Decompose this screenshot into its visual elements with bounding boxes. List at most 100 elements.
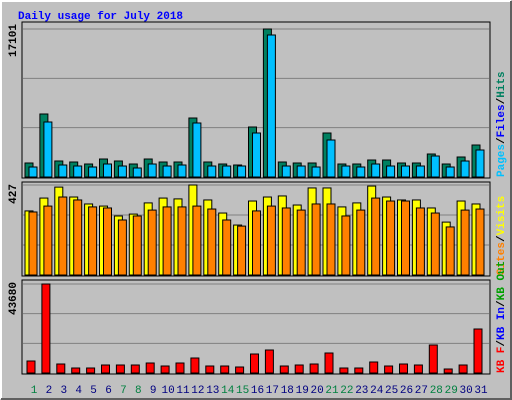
bar <box>430 212 440 276</box>
bar <box>86 367 96 374</box>
bar <box>237 225 247 276</box>
bar <box>103 207 112 276</box>
bar <box>324 352 334 374</box>
bar <box>207 208 217 276</box>
bar <box>430 155 440 178</box>
bar <box>369 361 379 374</box>
y-tick-label: 427 <box>8 184 20 204</box>
bar <box>115 364 125 374</box>
bar <box>311 203 321 276</box>
bar <box>43 205 53 276</box>
bar <box>28 211 38 276</box>
bar <box>145 362 155 374</box>
bar <box>401 200 410 276</box>
bar <box>371 197 381 276</box>
bar <box>41 283 51 374</box>
bar <box>460 209 470 276</box>
bar <box>101 364 110 374</box>
bar <box>103 163 112 178</box>
bar <box>356 166 366 178</box>
bar <box>475 208 485 276</box>
bar <box>475 149 485 178</box>
x-tick-label: 10 <box>161 385 174 397</box>
bar <box>428 344 438 374</box>
legend-entry: KB Out <box>496 261 508 301</box>
x-tick-label: 16 <box>251 385 264 397</box>
bar <box>294 364 304 374</box>
legend: KB F/KB In/KB Out <box>496 261 508 373</box>
x-tick-label: 14 <box>221 385 235 397</box>
bar <box>130 364 140 374</box>
bar <box>415 165 425 178</box>
bar <box>117 165 127 178</box>
bar <box>88 166 98 178</box>
bar <box>279 365 289 374</box>
bar <box>160 365 170 374</box>
bar <box>222 219 232 276</box>
legend-entry: Visits <box>496 196 508 236</box>
bar <box>401 165 410 178</box>
bar <box>132 215 142 276</box>
bar <box>281 165 291 178</box>
bar <box>473 328 483 374</box>
bar <box>162 165 172 178</box>
bar <box>458 364 468 374</box>
bar <box>162 206 172 276</box>
bar <box>399 363 408 374</box>
x-tick-label: 21 <box>325 385 339 397</box>
bar <box>252 210 261 276</box>
x-tick-label: 9 <box>150 385 157 397</box>
x-tick-label: 31 <box>474 385 488 397</box>
bar <box>192 205 202 276</box>
bar <box>296 165 306 178</box>
x-tick-label: 5 <box>90 385 97 397</box>
bar <box>341 215 351 276</box>
bar <box>117 219 127 276</box>
legend-separator: / <box>496 97 508 104</box>
legend-separator: / <box>496 300 508 307</box>
x-tick-label: 6 <box>105 385 112 397</box>
bar <box>341 165 351 178</box>
bar <box>311 166 321 178</box>
bar <box>88 206 98 276</box>
bar <box>222 165 232 178</box>
bar <box>177 206 187 276</box>
bar <box>220 365 230 374</box>
bar <box>175 362 185 374</box>
legend-entry: KB In <box>496 307 508 340</box>
legend-separator: / <box>496 235 508 242</box>
y-tick-label: 17101 <box>8 24 20 57</box>
bar <box>266 34 276 178</box>
legend-entry: Pages <box>496 144 508 177</box>
x-tick-label: 30 <box>459 385 472 397</box>
x-tick-label: 15 <box>236 385 249 397</box>
x-tick-label: 11 <box>176 385 190 397</box>
x-tick-label: 17 <box>266 385 279 397</box>
legend-entry: Hits <box>496 71 508 97</box>
bar <box>132 167 142 178</box>
bar <box>58 196 68 276</box>
bar <box>386 165 396 178</box>
bar <box>371 163 381 178</box>
bar <box>296 209 306 276</box>
bar <box>235 366 245 374</box>
x-tick-label: 22 <box>340 385 353 397</box>
legend-separator: / <box>496 340 508 347</box>
bar <box>71 367 81 374</box>
bar <box>147 209 157 276</box>
x-tick-label: 19 <box>296 385 309 397</box>
x-tick-label: 3 <box>60 385 67 397</box>
x-tick-label: 24 <box>370 385 384 397</box>
x-tick-label: 7 <box>120 385 127 397</box>
bar <box>56 363 66 374</box>
bar <box>43 121 53 178</box>
bar <box>264 349 274 374</box>
x-tick-label: 23 <box>355 385 368 397</box>
x-tick-label: 2 <box>46 385 53 397</box>
bar <box>386 200 396 276</box>
bar <box>147 163 157 178</box>
x-tick-label: 12 <box>191 385 204 397</box>
legend-entry: Sites <box>496 242 508 275</box>
